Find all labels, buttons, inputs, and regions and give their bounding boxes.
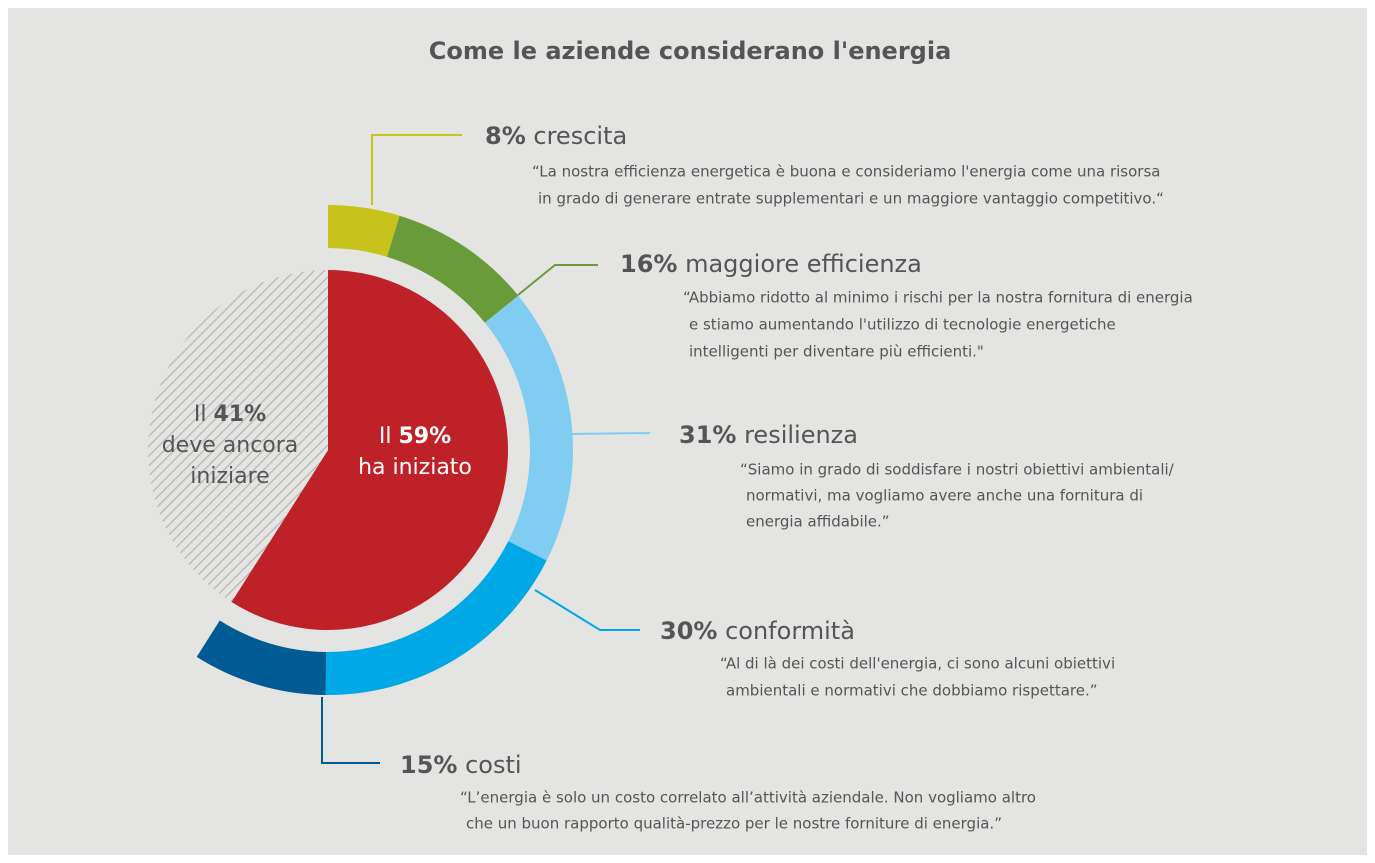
quote-line: “Al di là dei costi dell'energia, ci son… [720, 655, 1115, 673]
label-value: 31% [679, 421, 736, 449]
chart-title: Come le aziende considerano l'energia [429, 37, 952, 65]
leader-line [571, 432, 651, 435]
quote-line: “Abbiamo ridotto al minimo i rischi per … [683, 289, 1193, 307]
quote-line: in grado di generare entrate supplementa… [538, 190, 1164, 208]
label-value: 16% [620, 250, 677, 278]
ring-segment [387, 215, 519, 323]
quote-line: “La nostra efficienza energetica è buona… [532, 163, 1160, 181]
leader-line [371, 134, 462, 205]
quote-line: “Siamo in grado di soddisfare i nostri o… [740, 461, 1175, 479]
pie-slice [231, 270, 508, 630]
label-value: 41% [213, 402, 266, 427]
label-prefix: Il [194, 402, 207, 427]
leader-line [534, 589, 640, 631]
slice-caption: iniziare [190, 464, 269, 489]
quote-line: normativi, ma vogliamo avere anche una f… [746, 487, 1143, 505]
pie-slice [148, 270, 328, 602]
label-value: 59% [398, 424, 451, 449]
ring-segment [325, 541, 547, 695]
ring-segment [328, 205, 400, 257]
segment-label: 16% maggiore efficienza [620, 250, 922, 278]
label-name: resilienza [744, 421, 858, 449]
quote-line: “L’energia è solo un costo correlato all… [460, 789, 1036, 807]
slice-caption: deve ancora [162, 433, 299, 458]
label-name: conformità [725, 617, 855, 645]
quote-line: intelligenti per diventare più efficient… [689, 343, 984, 361]
label-value: 30% [660, 617, 717, 645]
quote-line: ambientali e normativi che dobbiamo risp… [726, 682, 1098, 700]
leader-line [321, 697, 380, 764]
quote-line: energia affidabile.” [746, 513, 890, 531]
label-name: costi [465, 751, 521, 779]
label-prefix: Il [379, 424, 392, 449]
slice-label: Il 41% [194, 402, 266, 427]
segment-label: 31% resilienza [679, 421, 858, 449]
leader-line [517, 264, 598, 296]
segment-label: 30% conformità [660, 617, 855, 645]
ring-segment [196, 620, 327, 695]
slice-caption: ha iniziato [358, 455, 472, 480]
segment-label: 15% costi [400, 751, 522, 779]
slice-label: Il 59% [379, 424, 451, 449]
segment-label: 8% crescita [485, 122, 627, 150]
ring-segment [484, 295, 573, 561]
quote-line: e stiamo aumentando l'utilizzo di tecnol… [689, 316, 1116, 334]
quote-line: che un buon rapporto qualità-prezzo per … [466, 815, 1002, 833]
label-name: crescita [533, 122, 627, 150]
label-name: maggiore efficienza [685, 250, 922, 278]
label-value: 15% [400, 751, 457, 779]
label-value: 8% [485, 122, 526, 150]
